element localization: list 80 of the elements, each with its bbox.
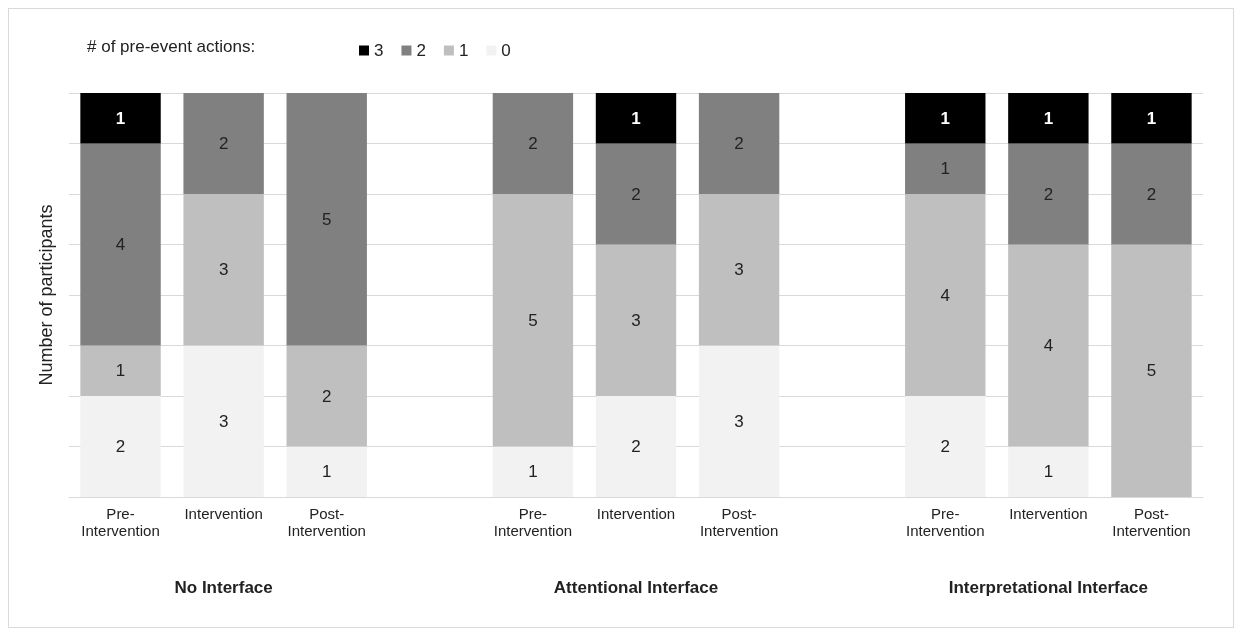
bar	[905, 396, 986, 497]
bar	[905, 194, 986, 396]
bar	[1111, 93, 1192, 144]
data-label: 2	[321, 386, 332, 406]
x-tick-label: Post-Intervention	[287, 505, 366, 539]
legend-label: 0	[501, 41, 511, 60]
bar	[183, 194, 264, 346]
bar	[80, 396, 161, 497]
data-label: 3	[631, 310, 641, 330]
bar	[492, 93, 574, 194]
bar	[286, 345, 367, 447]
bar	[286, 93, 367, 346]
bar	[1008, 143, 1089, 245]
x-tick-label: Post-Intervention	[699, 505, 779, 539]
data-label: 2	[528, 134, 538, 153]
bar	[595, 93, 677, 144]
data-label: 2	[631, 184, 641, 204]
data-label: 3	[218, 411, 229, 431]
bar	[698, 93, 780, 194]
data-label: 5	[1146, 361, 1157, 381]
data-label: 1	[940, 159, 951, 179]
bar	[80, 93, 161, 144]
legend-title: # of pre-event actions:	[87, 37, 256, 56]
bar	[80, 143, 161, 346]
data-label: 4	[115, 235, 126, 254]
data-label: 2	[1043, 184, 1054, 204]
data-label: 1	[1043, 462, 1054, 482]
legend-label: 1	[458, 41, 469, 60]
bar	[905, 93, 986, 144]
data-label: 5	[321, 209, 332, 229]
bar	[595, 143, 677, 245]
x-tick-label: Intervention	[1009, 505, 1088, 522]
data-label: 1	[1146, 108, 1157, 128]
bar	[698, 194, 780, 346]
bar	[286, 446, 367, 497]
data-label: 2	[1146, 184, 1157, 204]
bar	[492, 446, 574, 497]
bar	[905, 143, 986, 194]
x-tick-label: Pre-Intervention	[906, 505, 985, 539]
bar	[595, 244, 677, 396]
data-label: 2	[734, 134, 744, 153]
text: No Interface	[174, 578, 273, 597]
data-label: 2	[940, 437, 951, 456]
data-label: 2	[115, 437, 126, 456]
bar	[698, 345, 780, 497]
data-label: 4	[940, 285, 951, 305]
data-label: 1	[940, 108, 951, 128]
data-label: 2	[218, 134, 229, 153]
data-label: 3	[734, 411, 744, 431]
data-label: 3	[218, 260, 229, 280]
legend-label: 3	[374, 41, 384, 60]
bar	[80, 345, 161, 396]
legend-label: 2	[416, 41, 426, 60]
bar	[595, 396, 677, 497]
data-label: 1	[115, 108, 126, 128]
data-label: 4	[1043, 336, 1054, 355]
data-label: 3	[734, 260, 744, 280]
bar	[183, 345, 264, 497]
x-tick-label: Pre-Intervention	[81, 505, 160, 539]
bar	[183, 93, 264, 194]
bar	[1008, 93, 1089, 144]
text: Interpretational Interface	[948, 578, 1149, 597]
x-tick-label: Intervention	[596, 505, 676, 522]
data-label: 1	[631, 108, 641, 128]
bar	[1111, 143, 1192, 245]
data-label: 1	[528, 462, 538, 482]
x-tick-label: Post-Intervention	[1112, 505, 1191, 539]
data-label: 5	[528, 310, 538, 330]
y-axis-title: Number of participants	[36, 204, 56, 386]
x-tick-label: Intervention	[184, 505, 263, 522]
data-label: 2	[631, 437, 641, 456]
bar	[492, 194, 574, 447]
bar	[1008, 446, 1089, 497]
data-label: 1	[321, 462, 332, 482]
bar	[1111, 244, 1192, 497]
bar	[1008, 244, 1089, 447]
data-label: 1	[1043, 108, 1054, 128]
data-label: 1	[115, 361, 126, 381]
text: Attentional Interface	[553, 578, 719, 597]
x-tick-label: Pre-Intervention	[493, 505, 573, 539]
